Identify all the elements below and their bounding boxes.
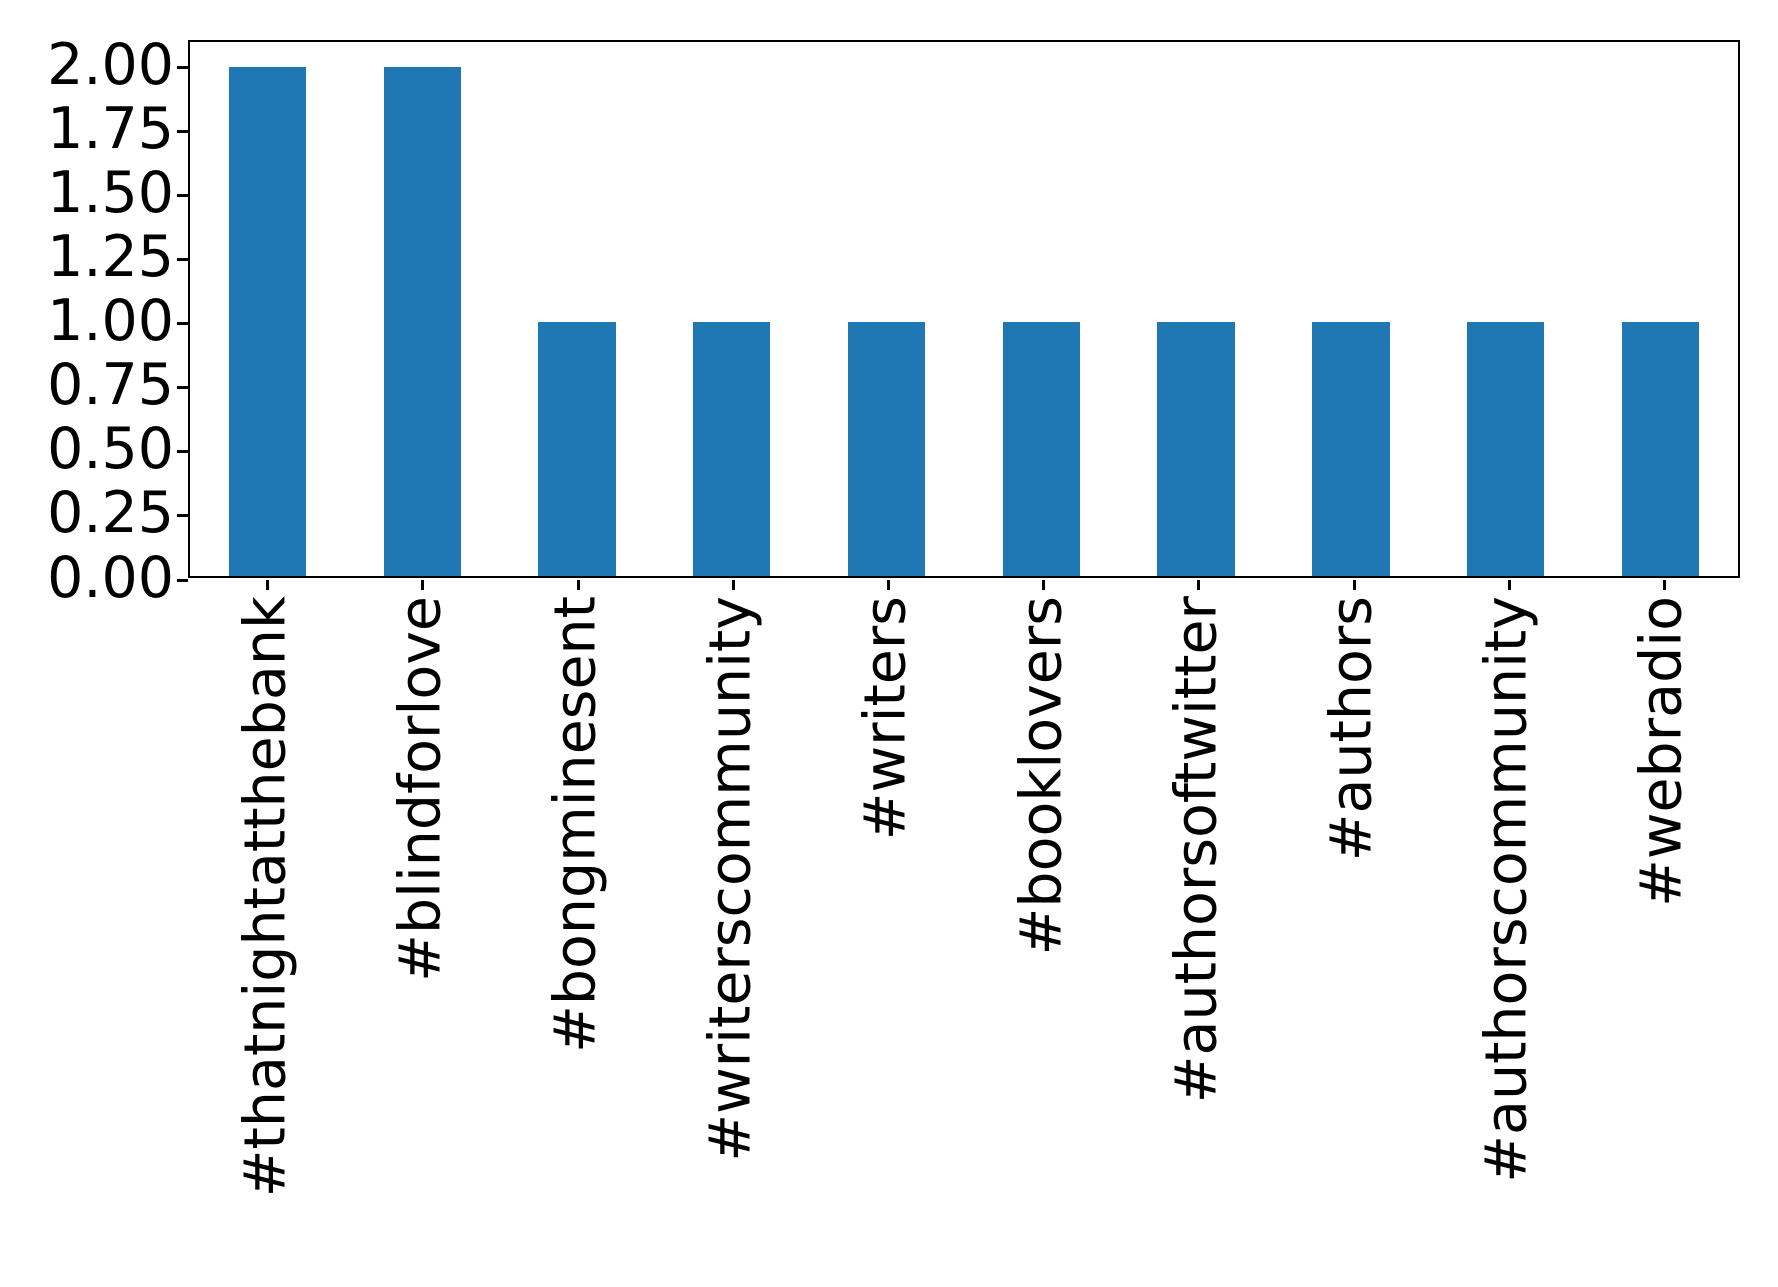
y-tick-label: 0.00 bbox=[47, 544, 174, 611]
bar bbox=[1621, 321, 1700, 576]
y-tick-mark bbox=[177, 194, 188, 198]
y-tick-mark bbox=[177, 130, 188, 134]
x-tick-label: #writerscommunity bbox=[697, 596, 764, 1162]
x-tick-label: #booklovers bbox=[1008, 596, 1075, 956]
x-tick-label: #writers bbox=[852, 596, 919, 841]
bar-slot bbox=[500, 42, 655, 576]
y-axis-tick-labels: 0.00 0.25 0.50 0.75 1.00 1.25 1.50 1.75 2.00 bbox=[0, 32, 174, 606]
bar bbox=[383, 67, 461, 576]
x-tick-mark bbox=[1352, 580, 1356, 590]
bar bbox=[847, 321, 926, 576]
x-tick-mark bbox=[1042, 580, 1046, 590]
x-label-cell: #booklovers bbox=[964, 596, 1119, 1287]
x-label-cell: #blindforlove bbox=[343, 596, 498, 1287]
bar-slot bbox=[1119, 42, 1274, 576]
y-tick-mark bbox=[177, 578, 188, 582]
x-label-cell: #webradio bbox=[1585, 596, 1740, 1287]
x-label-cell: #bongminesent bbox=[498, 596, 653, 1287]
x-tick-label: #blindforlove bbox=[387, 596, 454, 982]
x-tick-label: #authorscommunity bbox=[1473, 596, 1540, 1183]
y-tick-mark bbox=[177, 258, 188, 262]
y-tick-mark bbox=[177, 322, 188, 326]
x-label-cell: #writers bbox=[809, 596, 964, 1287]
x-axis-tick-labels: #thatnightatthebank #blindforlove #bongmin… bbox=[188, 596, 1740, 1287]
x-tick-mark bbox=[576, 580, 580, 590]
bar bbox=[1467, 321, 1545, 576]
x-tick-mark bbox=[1507, 580, 1511, 590]
x-tick-mark bbox=[886, 580, 890, 590]
bar bbox=[1002, 321, 1081, 576]
y-tick-mark bbox=[177, 386, 188, 390]
bar-slot bbox=[809, 42, 964, 576]
x-tick-label: #authorsoftwitter bbox=[1163, 596, 1230, 1104]
bar bbox=[538, 321, 616, 576]
bar bbox=[228, 67, 307, 576]
bar-slot bbox=[190, 42, 345, 576]
y-tick-label: 0.75 bbox=[47, 352, 174, 419]
bar bbox=[1157, 321, 1235, 576]
x-tick-label: #webradio bbox=[1628, 596, 1695, 907]
bar-slot bbox=[1274, 42, 1429, 576]
x-tick-mark bbox=[266, 580, 270, 590]
plot-area bbox=[177, 40, 1740, 590]
bar-slot bbox=[654, 42, 809, 576]
x-tick-mark bbox=[1662, 580, 1666, 590]
bar bbox=[1312, 321, 1390, 576]
x-label-cell: #authorscommunity bbox=[1430, 596, 1585, 1287]
x-tick-label: #bongminesent bbox=[542, 596, 609, 1053]
y-tick-label: 1.00 bbox=[47, 288, 174, 355]
bar-slot bbox=[1583, 42, 1738, 576]
y-tick-label: 1.25 bbox=[47, 224, 174, 291]
y-tick-mark bbox=[177, 514, 188, 518]
y-tick-mark bbox=[177, 450, 188, 454]
x-label-cell: #authorsoftwitter bbox=[1119, 596, 1274, 1287]
x-tick-mark bbox=[1197, 580, 1201, 590]
y-tick-label: 2.00 bbox=[47, 32, 174, 99]
y-tick-label: 1.50 bbox=[47, 160, 174, 227]
bar bbox=[693, 321, 771, 576]
x-label-cell: #authors bbox=[1274, 596, 1429, 1287]
bar-slot bbox=[1428, 42, 1583, 576]
y-tick-mark bbox=[177, 66, 188, 70]
x-tick-mark bbox=[421, 580, 425, 590]
y-tick-label: 1.75 bbox=[47, 96, 174, 163]
x-label-cell: #writerscommunity bbox=[654, 596, 809, 1287]
x-label-cell: #thatnightatthebank bbox=[188, 596, 343, 1287]
y-tick-label: 0.50 bbox=[47, 416, 174, 483]
x-tick-mark bbox=[731, 580, 735, 590]
x-tick-label: #thatnightatthebank bbox=[232, 596, 299, 1198]
x-tick-label: #authors bbox=[1318, 596, 1385, 862]
bars-container bbox=[190, 42, 1738, 576]
bar-slot bbox=[345, 42, 500, 576]
bar-slot bbox=[964, 42, 1119, 576]
y-tick-label: 0.25 bbox=[47, 480, 174, 547]
